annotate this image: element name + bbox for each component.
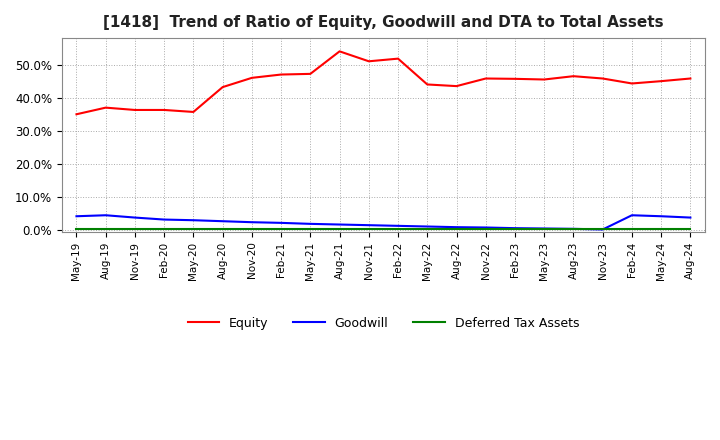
Equity xyxy=(72,112,81,117)
Deferred Tax Assets xyxy=(686,227,695,232)
Equity xyxy=(452,84,461,89)
Deferred Tax Assets xyxy=(628,227,636,232)
Legend: Equity, Goodwill, Deferred Tax Assets: Equity, Goodwill, Deferred Tax Assets xyxy=(183,312,584,335)
Equity xyxy=(336,49,344,54)
Equity xyxy=(423,82,431,87)
Goodwill xyxy=(569,226,577,231)
Equity xyxy=(218,84,227,90)
Equity xyxy=(394,56,402,61)
Deferred Tax Assets xyxy=(540,227,549,232)
Deferred Tax Assets xyxy=(364,227,373,232)
Deferred Tax Assets xyxy=(276,227,285,232)
Goodwill xyxy=(686,215,695,220)
Goodwill xyxy=(248,220,256,225)
Deferred Tax Assets xyxy=(394,227,402,232)
Deferred Tax Assets xyxy=(189,227,198,232)
Deferred Tax Assets xyxy=(102,227,110,232)
Goodwill xyxy=(130,215,139,220)
Goodwill xyxy=(189,217,198,223)
Deferred Tax Assets xyxy=(598,227,607,232)
Goodwill xyxy=(598,227,607,232)
Line: Goodwill: Goodwill xyxy=(76,215,690,230)
Deferred Tax Assets xyxy=(160,227,168,232)
Title: [1418]  Trend of Ratio of Equity, Goodwill and DTA to Total Assets: [1418] Trend of Ratio of Equity, Goodwil… xyxy=(103,15,664,30)
Goodwill xyxy=(72,213,81,219)
Goodwill xyxy=(510,226,519,231)
Goodwill xyxy=(276,220,285,226)
Deferred Tax Assets xyxy=(218,227,227,232)
Deferred Tax Assets xyxy=(510,227,519,232)
Equity xyxy=(248,75,256,81)
Goodwill xyxy=(364,223,373,228)
Equity xyxy=(160,107,168,113)
Equity xyxy=(306,71,315,77)
Goodwill xyxy=(336,222,344,227)
Deferred Tax Assets xyxy=(72,227,81,232)
Equity xyxy=(102,105,110,110)
Deferred Tax Assets xyxy=(657,227,665,232)
Deferred Tax Assets xyxy=(569,227,577,232)
Equity xyxy=(628,81,636,86)
Goodwill xyxy=(218,219,227,224)
Goodwill xyxy=(394,223,402,228)
Equity xyxy=(569,73,577,79)
Goodwill xyxy=(160,217,168,222)
Goodwill xyxy=(482,225,490,230)
Goodwill xyxy=(540,226,549,231)
Goodwill xyxy=(657,213,665,219)
Deferred Tax Assets xyxy=(452,227,461,232)
Deferred Tax Assets xyxy=(130,227,139,232)
Equity xyxy=(657,78,665,84)
Equity xyxy=(510,76,519,81)
Equity xyxy=(598,76,607,81)
Deferred Tax Assets xyxy=(306,227,315,232)
Goodwill xyxy=(628,213,636,218)
Goodwill xyxy=(306,221,315,227)
Equity xyxy=(540,77,549,82)
Deferred Tax Assets xyxy=(482,227,490,232)
Equity xyxy=(189,109,198,114)
Equity xyxy=(364,59,373,64)
Goodwill xyxy=(102,213,110,218)
Line: Equity: Equity xyxy=(76,51,690,114)
Goodwill xyxy=(452,224,461,230)
Deferred Tax Assets xyxy=(336,227,344,232)
Equity xyxy=(276,72,285,77)
Deferred Tax Assets xyxy=(423,227,431,232)
Equity xyxy=(482,76,490,81)
Equity xyxy=(686,76,695,81)
Goodwill xyxy=(423,224,431,229)
Deferred Tax Assets xyxy=(248,227,256,232)
Equity xyxy=(130,107,139,113)
